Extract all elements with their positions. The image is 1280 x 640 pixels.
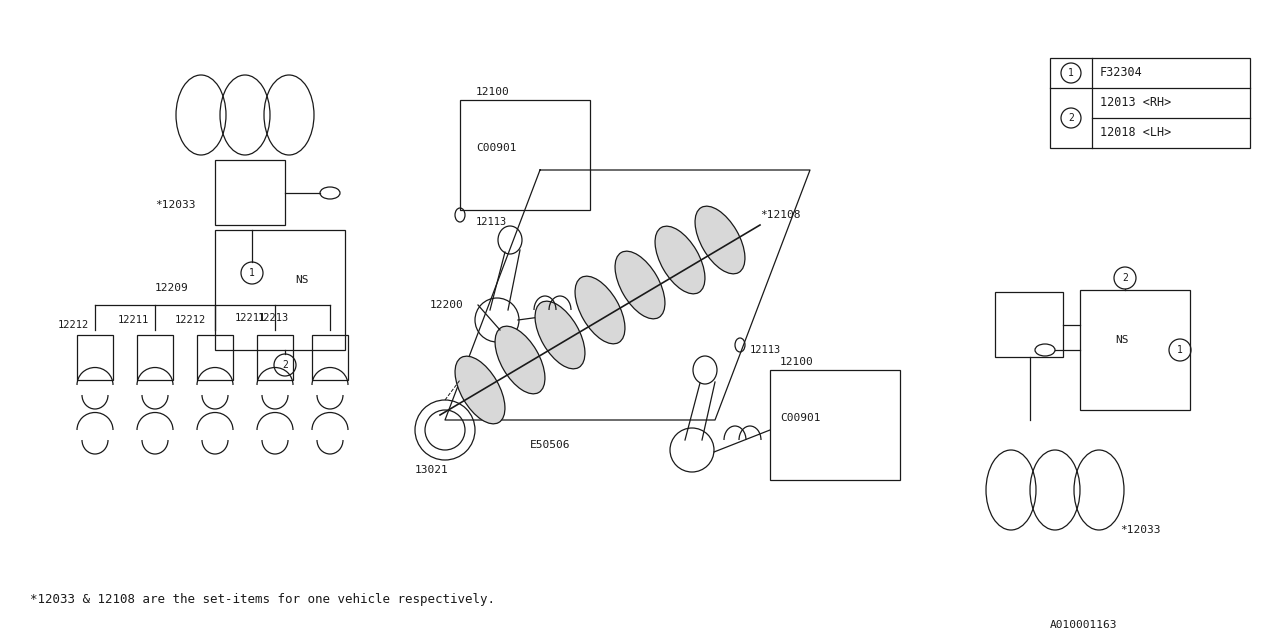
Text: 2: 2 [1123, 273, 1128, 283]
Text: 12209: 12209 [155, 283, 188, 293]
Bar [771, 370, 900, 480]
Text: 12018 <LH>: 12018 <LH> [1100, 127, 1171, 140]
Text: F32304: F32304 [1100, 67, 1143, 79]
Text: 12013 <RH>: 12013 <RH> [1100, 97, 1171, 109]
Text: 12100: 12100 [780, 357, 814, 367]
Bar [995, 292, 1062, 357]
Text: 12113: 12113 [476, 217, 507, 227]
Text: 1: 1 [1178, 345, 1183, 355]
Text: 12200: 12200 [430, 300, 463, 310]
Bar [257, 335, 293, 380]
Ellipse shape [655, 226, 705, 294]
Ellipse shape [495, 326, 545, 394]
Text: 12113: 12113 [750, 345, 781, 355]
Bar [1080, 290, 1190, 410]
Text: *12033 & 12108 are the set-items for one vehicle respectively.: *12033 & 12108 are the set-items for one… [29, 593, 495, 607]
Ellipse shape [575, 276, 625, 344]
Bar [215, 160, 285, 225]
Bar [137, 335, 173, 380]
Text: NS: NS [1115, 335, 1129, 345]
Text: 1: 1 [250, 268, 255, 278]
Text: *12033: *12033 [1120, 525, 1161, 535]
Bar [312, 335, 348, 380]
Text: *12033: *12033 [155, 200, 196, 210]
Text: E50506: E50506 [530, 440, 571, 450]
Text: 12212: 12212 [175, 315, 206, 325]
Text: 2: 2 [282, 360, 288, 370]
Text: A010001163: A010001163 [1050, 620, 1117, 630]
Ellipse shape [616, 251, 664, 319]
Text: C00901: C00901 [476, 143, 517, 153]
Text: 12213: 12213 [259, 313, 289, 323]
Text: 12100: 12100 [476, 87, 509, 97]
Ellipse shape [535, 301, 585, 369]
Bar [215, 230, 346, 350]
Text: 1: 1 [1068, 68, 1074, 78]
Text: 12211: 12211 [118, 315, 150, 325]
Text: 2: 2 [1068, 113, 1074, 123]
Text: 13021: 13021 [415, 465, 449, 475]
Text: 12211: 12211 [236, 313, 266, 323]
Bar [77, 335, 113, 380]
Text: NS: NS [294, 275, 308, 285]
Text: C00901: C00901 [780, 413, 820, 423]
Text: *12108: *12108 [760, 210, 800, 220]
Text: 12212: 12212 [58, 320, 90, 330]
Ellipse shape [695, 206, 745, 274]
Ellipse shape [456, 356, 504, 424]
Bar [1050, 58, 1251, 148]
Bar [460, 100, 590, 210]
Bar [197, 335, 233, 380]
